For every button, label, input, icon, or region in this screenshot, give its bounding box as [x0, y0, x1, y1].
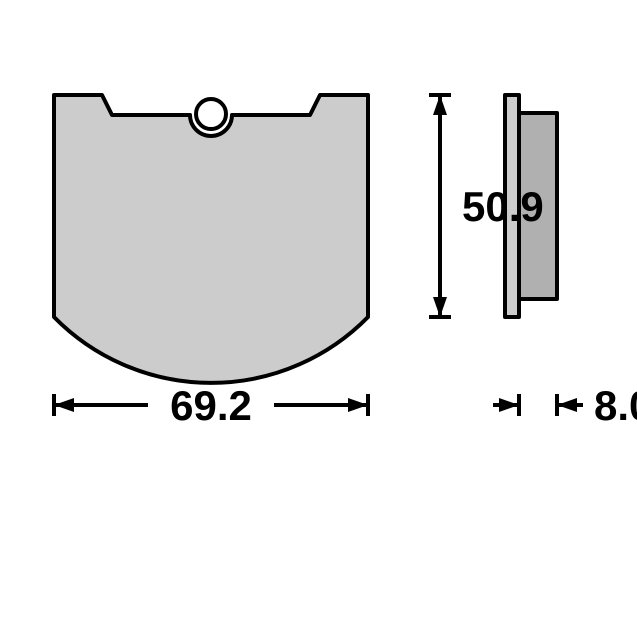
dimension-height-label: 50.9 [462, 183, 544, 230]
brake-pad-front-outline [54, 95, 368, 383]
dimension-thickness [493, 394, 583, 416]
dimension-thickness-label: 8.0 [594, 382, 637, 429]
dimension-height [429, 95, 451, 317]
brake-pad-hole [196, 99, 226, 129]
brake-pad-diagram: 69.2 50.9 8.0 [0, 0, 637, 637]
dimension-width-label: 69.2 [170, 382, 252, 429]
